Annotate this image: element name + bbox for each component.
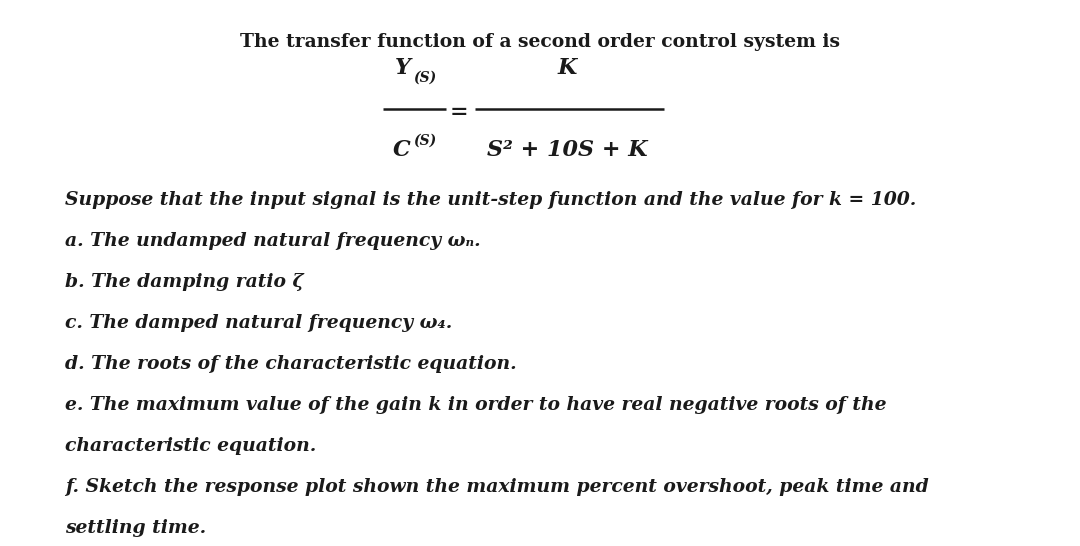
Text: (S): (S) [414, 134, 437, 148]
Text: b. The damping ratio ζ: b. The damping ratio ζ [65, 273, 303, 291]
Text: The transfer function of a second order control system is: The transfer function of a second order … [240, 33, 840, 51]
Text: f. Sketch the response plot shown the maximum percent overshoot, peak time and: f. Sketch the response plot shown the ma… [65, 478, 929, 496]
Text: e. The maximum value of the gain k in order to have real negative roots of the: e. The maximum value of the gain k in or… [65, 396, 887, 414]
Text: a. The undamped natural frequency ωₙ.: a. The undamped natural frequency ωₙ. [65, 232, 481, 250]
Text: K: K [557, 57, 577, 79]
Text: Y: Y [394, 57, 410, 79]
Text: S² + 10S + K: S² + 10S + K [487, 139, 647, 161]
Text: characteristic equation.: characteristic equation. [65, 437, 316, 455]
Text: d. The roots of the characteristic equation.: d. The roots of the characteristic equat… [65, 355, 516, 373]
Text: =: = [449, 101, 469, 123]
Text: settling time.: settling time. [65, 519, 206, 537]
Text: Suppose that the input signal is the unit-step function and the value for k = 10: Suppose that the input signal is the uni… [65, 191, 916, 209]
Text: C: C [393, 139, 410, 161]
Text: c. The damped natural frequency ω₄.: c. The damped natural frequency ω₄. [65, 314, 453, 332]
Text: (S): (S) [414, 70, 437, 85]
